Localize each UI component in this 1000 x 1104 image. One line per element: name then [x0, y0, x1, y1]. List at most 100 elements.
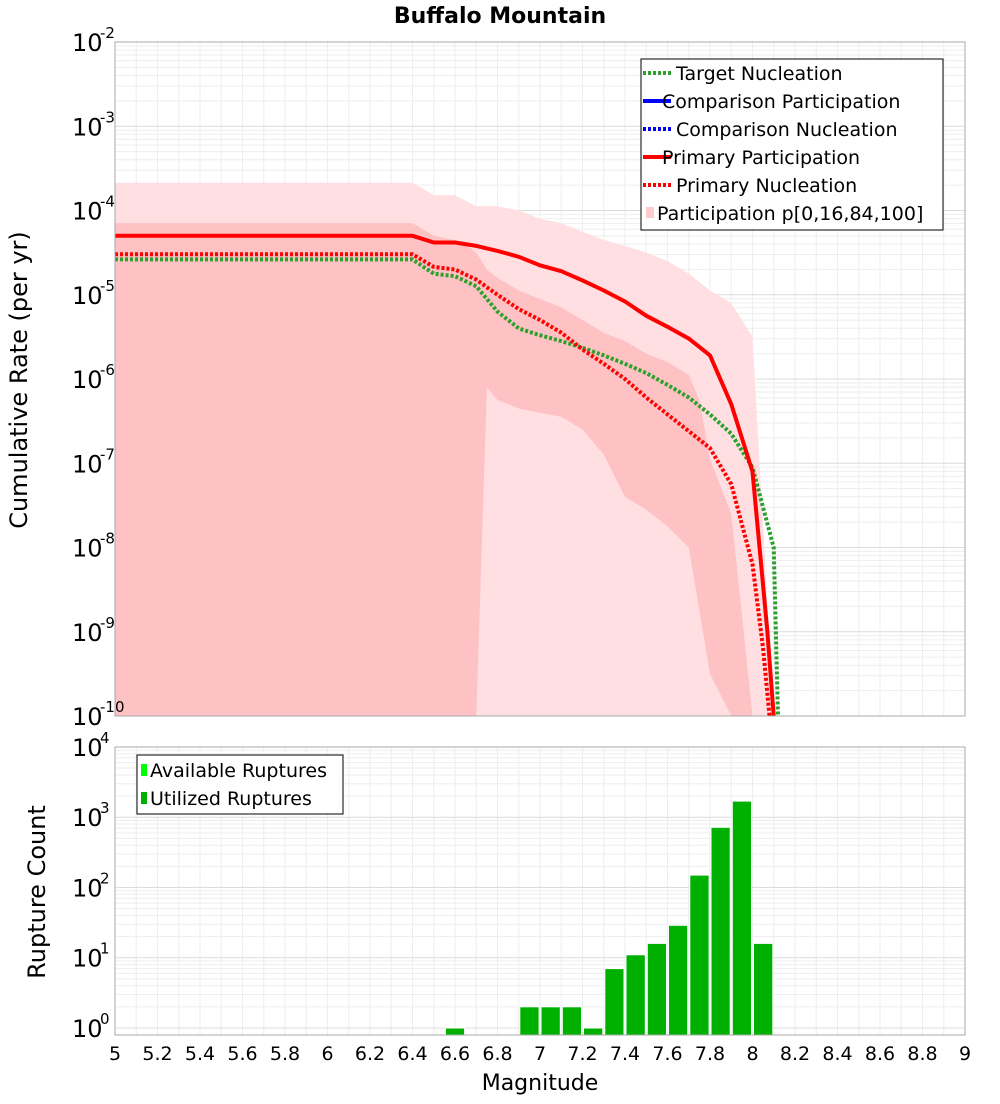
- legend-swatch-fill: [141, 764, 147, 776]
- rate-legend-box: [640, 58, 944, 231]
- rate-y-tick-base: 10: [72, 198, 103, 226]
- rupture-y-tick-exponent: 3: [100, 799, 110, 817]
- magnitude-x-tick-label: 6.4: [397, 1043, 427, 1065]
- rate-y-tick-exponent: -3: [100, 108, 115, 126]
- magnitude-x-tick-label: 5: [109, 1043, 121, 1065]
- series-primary-nucleation: [115, 252, 772, 717]
- magnitude-x-tick-label: 9: [959, 1043, 971, 1065]
- magnitude-x-tick-label: 8.2: [780, 1043, 810, 1065]
- rate-y-tick-base: 10: [72, 29, 103, 57]
- rate-legend-label: Comparison Participation: [662, 91, 900, 113]
- rupture-chart-frame: [114, 746, 966, 1036]
- rate-legend-item: Target Nucleation: [643, 63, 843, 85]
- rate-y-tick-label: 10-2: [72, 24, 115, 57]
- rate-y-tick-exponent: -2: [100, 24, 115, 42]
- rupture-y-tick-base: 10: [72, 734, 103, 762]
- series-primary-participation: [115, 233, 776, 717]
- rate-legend-item: Comparison Nucleation: [643, 119, 898, 141]
- rupture-y-tick-label: 104: [72, 729, 110, 762]
- magnitude-x-tick-label: 6.8: [482, 1043, 512, 1065]
- rupture-legend-box: [136, 754, 344, 815]
- rate-legend-item: Primary Participation: [643, 147, 860, 169]
- rupture-y-tick-label: 101: [72, 940, 110, 973]
- rate-legend-item: Comparison Participation: [643, 91, 900, 113]
- series-target-nucleation: [115, 257, 780, 717]
- magnitude-x-tick-label: 7.4: [610, 1043, 640, 1065]
- rupture-legend-item: Available Ruptures: [141, 760, 327, 782]
- magnitude-x-tick-label: 5.4: [185, 1043, 215, 1065]
- rupture-y-tick-label: 100: [72, 1010, 110, 1043]
- rupture-y-tick-exponent: 2: [100, 869, 110, 887]
- rate-y-tick-label: 10-4: [72, 193, 115, 226]
- magnitude-x-tick-label: 7.2: [567, 1043, 597, 1065]
- rupture-bar: [444, 1027, 466, 1036]
- rupture-bar: [583, 1027, 604, 1036]
- rupture-bar: [753, 942, 774, 1036]
- rate-y-tick-label: 10-9: [72, 614, 115, 647]
- rupture-y-tick-exponent: 0: [100, 1010, 110, 1028]
- rate-y-axis-label: Cumulative Rate (per yr): [5, 231, 33, 529]
- percentile-band-p16-p84: [115, 223, 753, 716]
- rate-y-tick-label: 10-5: [72, 277, 115, 310]
- rate-legend: Target Nucleation Comparison Participatio…: [640, 58, 944, 231]
- rupture-legend: Available Ruptures Utilized Ruptures: [136, 754, 344, 815]
- rate-y-tick-base: 10: [72, 619, 103, 647]
- rate-y-ticks: 10-210-310-410-510-610-710-810-910-10: [72, 24, 125, 731]
- rate-y-tick-exponent: -5: [100, 277, 115, 295]
- magnitude-x-tick-label: 5.6: [227, 1043, 257, 1065]
- rate-y-tick-label: 10-7: [72, 445, 115, 478]
- rate-chart: 10-210-310-410-510-610-710-810-910-10 Bu…: [5, 4, 966, 731]
- magnitude-x-tick-label: 5.8: [270, 1043, 300, 1065]
- magnitude-x-axis-label: Magnitude: [482, 1071, 599, 1096]
- rupture-y-tick-base: 10: [72, 1015, 103, 1043]
- rate-legend-item: Participation p[0,16,84,100]: [646, 203, 923, 225]
- rate-y-tick-base: 10: [72, 282, 103, 310]
- rate-y-tick-base: 10: [72, 535, 103, 563]
- rate-y-tick-exponent: -9: [100, 614, 115, 632]
- rate-y-tick-base: 10: [72, 703, 103, 731]
- rupture-bar: [519, 1006, 540, 1036]
- rupture-bar: [731, 800, 752, 1036]
- rupture-bar: [561, 1006, 582, 1036]
- rate-y-tick-base: 10: [72, 366, 103, 394]
- rate-y-tick-label: 10-3: [72, 108, 115, 141]
- magnitude-x-tick-label: 5.2: [142, 1043, 172, 1065]
- rate-legend-label: Primary Nucleation: [676, 175, 857, 197]
- rupture-y-tick-base: 10: [72, 804, 103, 832]
- percentile-bands: [115, 182, 774, 716]
- rupture-bar: [689, 874, 710, 1036]
- legend-swatch-fill: [646, 207, 654, 218]
- rupture-y-tick-exponent: 4: [100, 729, 110, 747]
- rupture-bar: [625, 954, 646, 1036]
- rate-y-tick-exponent: -4: [100, 193, 115, 211]
- rupture-bars: [444, 800, 774, 1036]
- rate-legend-label: Comparison Nucleation: [676, 119, 898, 141]
- rupture-y-tick-base: 10: [72, 874, 103, 902]
- rupture-y-axis-label: Rupture Count: [23, 805, 51, 979]
- rate-legend-label: Primary Participation: [662, 147, 860, 169]
- chart-title: Buffalo Mountain: [394, 4, 606, 29]
- magnitude-x-tick-label: 7.8: [695, 1043, 725, 1065]
- legend-swatch-fill: [141, 792, 147, 804]
- magnitude-x-tick-label: 7.6: [652, 1043, 682, 1065]
- rupture-y-tick-label: 103: [72, 799, 110, 832]
- rupture-legend-label: Available Ruptures: [150, 760, 327, 782]
- rupture-bar: [710, 826, 731, 1036]
- rate-legend-label: Target Nucleation: [675, 63, 843, 85]
- rate-y-tick-exponent: -7: [100, 445, 115, 463]
- magnitude-x-tick-label: 8.8: [907, 1043, 937, 1065]
- rupture-bar: [668, 924, 689, 1036]
- magnitude-x-tick-label: 7: [534, 1043, 546, 1065]
- magnitude-x-tick-label: 6.2: [355, 1043, 385, 1065]
- rate-chart-frame: [114, 41, 966, 717]
- rate-y-tick-base: 10: [72, 113, 103, 141]
- rate-y-tick-label: 10-8: [72, 530, 115, 563]
- rate-legend-item: Primary Nucleation: [643, 175, 857, 197]
- magnitude-x-ticks: 5 5.2 5.4 5.6 5.8 6 6.2 6.4 6.6 6.8 7 7.2 7.4 7.6 7.8 8…: [109, 1043, 971, 1065]
- rate-legend-label: Participation p[0,16,84,100]: [657, 203, 923, 225]
- magnitude-x-tick-label: 6: [321, 1043, 333, 1065]
- rate-y-tick-exponent: -10: [100, 698, 125, 716]
